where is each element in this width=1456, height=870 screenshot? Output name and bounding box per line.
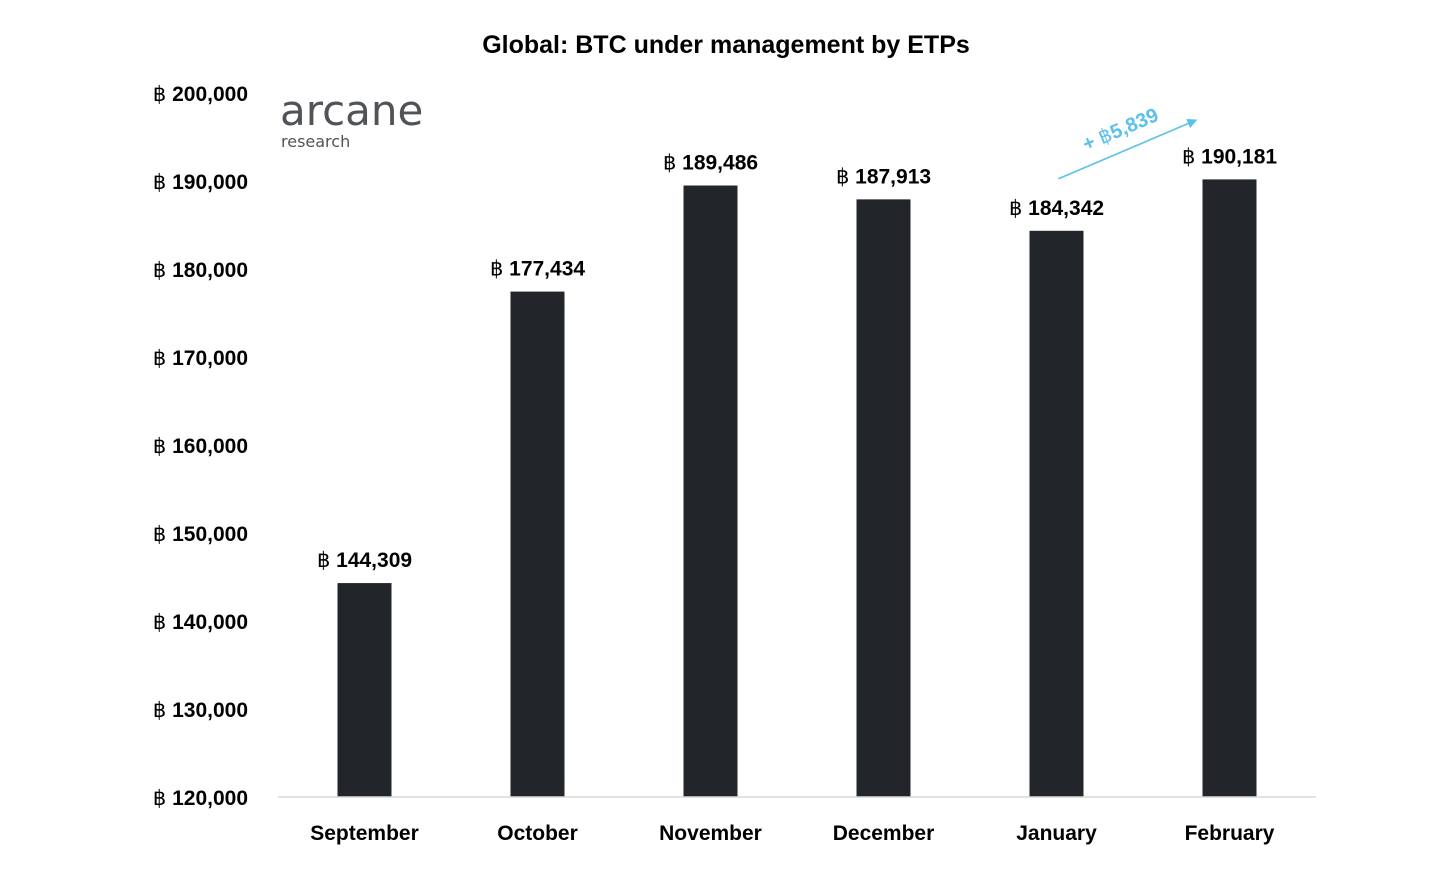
x-tick-label: February — [1185, 822, 1275, 845]
data-label: ฿ 190,181 — [1182, 144, 1277, 168]
y-tick-label: ฿ 160,000 — [153, 434, 248, 458]
data-label: ฿ 187,913 — [836, 164, 931, 188]
chart-title: Global: BTC under management by ETPs — [482, 31, 970, 59]
data-label: ฿ 184,342 — [1009, 196, 1104, 220]
data-label: ฿ 189,486 — [663, 151, 758, 175]
logo-wordmark: arcane — [280, 86, 423, 135]
logo-subtitle: research — [281, 132, 350, 151]
bar-october — [510, 291, 565, 797]
x-tick-label: September — [310, 822, 419, 845]
data-labels: ฿ 144,309 ฿ 177,434 ฿ 189,486 ฿ 187,913 ฿ 18… — [317, 144, 1277, 572]
annotation-label: + ฿5,839 — [1079, 102, 1162, 155]
bar-february — [1202, 179, 1257, 797]
x-tick-label: October — [497, 822, 578, 845]
change-annotation: + ฿5,839 — [1058, 102, 1198, 180]
y-tick-label: ฿ 140,000 — [153, 610, 248, 634]
bars — [337, 179, 1257, 797]
y-tick-label: ฿ 170,000 — [153, 346, 248, 370]
x-tick-label: January — [1016, 822, 1097, 845]
logo: arcane research — [280, 86, 423, 151]
data-label: ฿ 177,434 — [490, 257, 585, 281]
y-tick-label: ฿ 120,000 — [153, 786, 248, 810]
bar-november — [683, 185, 738, 797]
y-tick-label: ฿ 190,000 — [153, 170, 248, 194]
bar-december — [856, 199, 911, 797]
y-tick-label: ฿ 200,000 — [153, 82, 248, 106]
x-axis: September October November December January F… — [278, 796, 1316, 845]
y-tick-label: ฿ 150,000 — [153, 522, 248, 546]
x-tick-label: November — [659, 822, 762, 845]
y-axis: ฿ 120,000 ฿ 130,000 ฿ 140,000 ฿ 150,000 ฿ 16… — [153, 82, 248, 810]
y-tick-label: ฿ 130,000 — [153, 698, 248, 722]
annotation-arrow — [1058, 118, 1198, 180]
x-tick-label: December — [833, 822, 935, 845]
bar-september — [337, 583, 392, 797]
y-tick-label: ฿ 180,000 — [153, 258, 248, 282]
data-label: ฿ 144,309 — [317, 548, 412, 572]
bar-january — [1029, 230, 1084, 797]
